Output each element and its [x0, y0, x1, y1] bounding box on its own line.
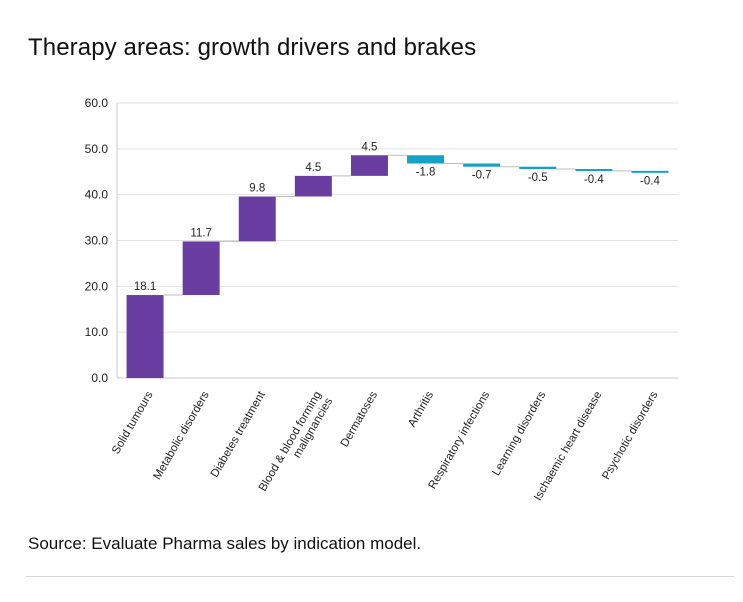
waterfall-chart: 0.0 10.0 20.0 30.0 40.0 50.0 60.0 18.1 11.7 9.8 4…	[85, 96, 678, 503]
footer-divider	[26, 576, 734, 577]
y-tick-label: 40.0	[85, 188, 109, 202]
source-note: Source: Evaluate Pharma sales by indicat…	[28, 534, 422, 553]
x-tick-label: Learning disorders	[490, 389, 548, 478]
bar-solid-tumours	[126, 295, 164, 378]
y-tick-label: 50.0	[85, 142, 109, 156]
x-tick-label: Metabolic disorders	[151, 389, 211, 482]
x-tick-label-line: Arthritis	[406, 389, 436, 429]
x-tick-label-line: Learning disorders	[490, 389, 548, 478]
data-label: 9.8	[249, 183, 265, 195]
data-label: 4.5	[305, 162, 321, 174]
x-tick-label: Respiratory infections	[427, 389, 493, 491]
data-label: -0.7	[472, 170, 492, 182]
x-tick-label-line: Blood & blood forming	[257, 390, 324, 494]
data-labels: 18.1 11.7 9.8 4.5 4.5 -1.8 -0.7 -0.5 -0.4 -0.4	[134, 141, 661, 293]
bars	[126, 155, 669, 378]
bar-blood-blood-forming-malignancies	[294, 175, 332, 197]
data-label: -0.4	[584, 174, 604, 186]
bar-metabolic-disorders	[182, 241, 220, 296]
y-tick-label: 10.0	[85, 325, 109, 339]
bar-respiratory-infections	[463, 163, 501, 167]
bar-learning-disorders	[519, 166, 557, 169]
data-label: 18.1	[134, 281, 156, 293]
x-tick-label-line: Ischaemic heart disease	[532, 390, 604, 503]
bar-ischaemic-heart-disease	[575, 169, 613, 171]
connector-lines	[163, 154, 632, 296]
x-tick-label: Dermatoses	[339, 389, 381, 449]
data-label: -0.5	[528, 172, 548, 184]
x-tick-label-line: Respiratory infections	[427, 389, 493, 491]
y-tick-label: 0.0	[91, 371, 108, 385]
bar-dermatoses	[350, 155, 388, 176]
data-label: 4.5	[361, 141, 377, 153]
y-tick-label: 20.0	[85, 279, 109, 293]
bar-psychotic-disorders	[631, 170, 669, 173]
data-label: -0.4	[640, 176, 660, 188]
bar-arthritis	[407, 155, 445, 164]
x-tick-label: Arthritis	[406, 389, 436, 429]
x-tick-label-line: Psychotic disorders	[600, 389, 660, 482]
chart-svg: 0.0 10.0 20.0 30.0 40.0 50.0 60.0 18.1 11.7 9.8 4…	[85, 96, 678, 503]
x-tick-label: Blood & blood formingmalignancies	[257, 389, 335, 500]
x-tick-label: Psychotic disorders	[600, 389, 660, 482]
bar-diabetes-treatment	[238, 196, 276, 242]
x-tick-label: Ischaemic heart disease	[532, 390, 604, 503]
x-tick-label-line: Dermatoses	[339, 389, 381, 449]
x-tick-label-line: Solid tumours	[110, 389, 156, 456]
data-label: 11.7	[190, 227, 212, 239]
x-tick-label-line: Diabetes treatment	[209, 389, 268, 480]
x-tick-label: Diabetes treatment	[209, 389, 268, 480]
grid-lines	[116, 102, 678, 379]
y-tick-label: 30.0	[85, 234, 109, 248]
x-tick-label: Solid tumours	[110, 389, 156, 456]
chart-title: Therapy areas: growth drivers and brakes	[28, 34, 477, 61]
x-tick-label-line: Metabolic disorders	[151, 389, 211, 482]
y-axis-ticks: 0.0 10.0 20.0 30.0 40.0 50.0 60.0	[85, 96, 109, 385]
data-label: -1.8	[416, 167, 436, 179]
y-tick-label: 60.0	[85, 96, 109, 110]
